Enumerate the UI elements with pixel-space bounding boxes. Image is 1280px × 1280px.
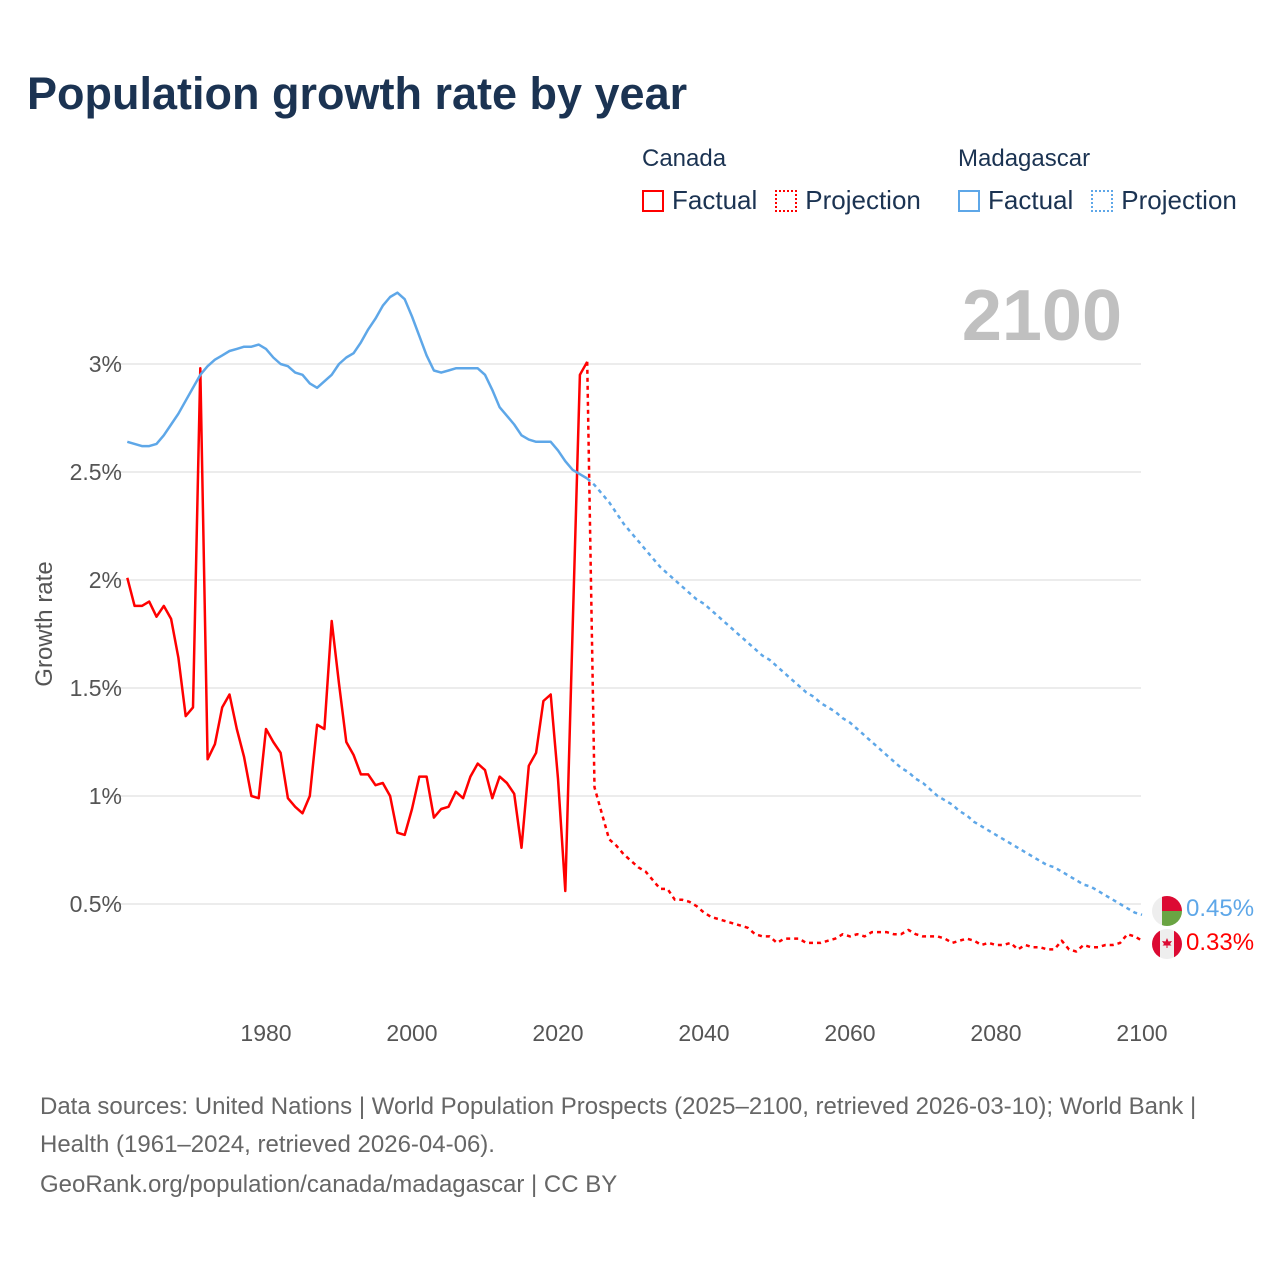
data-sources: Data sources: United Nations | World Pop… xyxy=(40,1093,1197,1158)
legend-canada: Canada Factual Projection xyxy=(642,145,939,216)
canada-flag-icon xyxy=(1152,929,1182,959)
legend-swatch-solid xyxy=(958,189,980,212)
legend-label: Factual xyxy=(672,185,758,215)
madagascar-factual-line xyxy=(126,291,588,480)
y-tick-label: 1% xyxy=(89,783,122,809)
y-axis-label: Growth rate xyxy=(31,561,58,687)
legend-swatch-solid xyxy=(642,189,664,212)
x-tick-label: 2040 xyxy=(678,1020,729,1046)
y-tick-label: 2.5% xyxy=(70,459,122,485)
legend-label: Projection xyxy=(1121,185,1237,215)
canada-end-value: 0.33% xyxy=(1186,929,1255,956)
legend-madagascar: Madagascar Factual Projection xyxy=(958,145,1237,216)
madagascar-projection-line xyxy=(586,477,1143,916)
legend-label: Factual xyxy=(988,185,1074,215)
x-tick-label: 1980 xyxy=(240,1020,291,1046)
x-tick-label: 2080 xyxy=(970,1020,1021,1046)
chart-title: Population growth rate by year xyxy=(27,68,688,119)
legend-madagascar-projection[interactable]: Projection xyxy=(1091,185,1237,216)
x-tick-label: 2020 xyxy=(532,1020,583,1046)
footer: Data sources: United Nations | World Pop… xyxy=(40,1088,1240,1204)
x-tick-label: 2000 xyxy=(386,1020,437,1046)
legend-swatch-dotted xyxy=(775,189,798,212)
x-tick-label: 2060 xyxy=(824,1020,875,1046)
legend-canada-factual[interactable]: Factual xyxy=(642,185,757,216)
legend-group-name: Madagascar xyxy=(958,145,1091,172)
legend-group-name: Canada xyxy=(642,145,727,172)
legend-swatch-dotted xyxy=(1091,189,1114,212)
current-year-label: 2100 xyxy=(961,276,1122,356)
x-tick-label: 2100 xyxy=(1116,1020,1167,1046)
canada-factual-line xyxy=(126,361,589,893)
y-tick-label: 3% xyxy=(89,351,122,377)
y-tick-label: 2% xyxy=(89,567,122,593)
y-tick-label: 1.5% xyxy=(70,675,122,701)
legend-label: Projection xyxy=(805,185,921,215)
legend-canada-projection[interactable]: Projection xyxy=(775,185,921,216)
madagascar-flag-icon xyxy=(1152,896,1182,926)
y-tick-label: 0.5% xyxy=(70,891,122,917)
canada-projection-line xyxy=(585,361,1143,953)
legend-madagascar-factual[interactable]: Factual xyxy=(958,185,1073,216)
credit-link[interactable]: GeoRank.org/population/canada/madagascar… xyxy=(40,1171,618,1198)
madagascar-end-value: 0.45% xyxy=(1186,895,1255,922)
